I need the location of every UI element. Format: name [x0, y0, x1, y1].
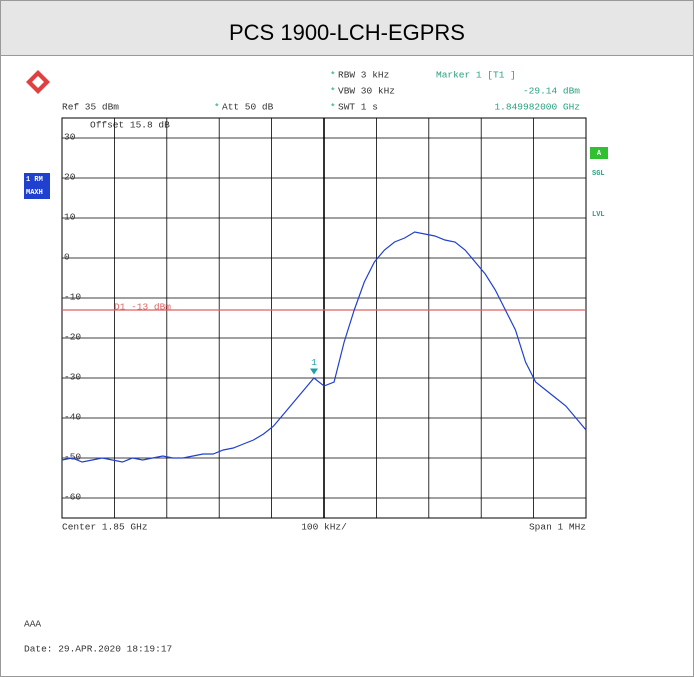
- y-tick-label: -10: [64, 292, 81, 303]
- marker-frequency: 1.849982000 GHz: [494, 102, 580, 113]
- trace-label: 1 RM: [26, 176, 43, 184]
- star: *: [330, 70, 336, 81]
- chart-title: PCS 1900-LCH-EGPRS: [229, 20, 465, 45]
- span-label: Span 1 MHz: [529, 522, 586, 533]
- trace-badge: [24, 173, 50, 199]
- sgl-label: SGL: [592, 170, 605, 178]
- marker-level: -29.14 dBm: [523, 86, 580, 97]
- vbw: VBW 30 kHz: [338, 86, 395, 97]
- y-tick-label: -60: [64, 492, 81, 503]
- swt: SWT 1 s: [338, 102, 378, 113]
- y-tick-label: -50: [64, 452, 81, 463]
- a-label: A: [597, 150, 602, 158]
- trace: [61, 231, 587, 463]
- y-tick-label: 10: [64, 212, 76, 223]
- y-tick-label: 30: [64, 132, 76, 143]
- y-tick-label: 0: [64, 252, 70, 263]
- offset: Offset 15.8 dB: [90, 120, 170, 131]
- display-line-label: D1 -13 dBm: [114, 302, 171, 313]
- division-label: 100 kHz/: [301, 522, 347, 533]
- marker-label: 1: [311, 357, 317, 368]
- trace-mode: MAXH: [26, 189, 43, 197]
- star: *: [330, 86, 336, 97]
- y-tick-label: -20: [64, 332, 81, 343]
- marker: [310, 368, 318, 375]
- lvl-label: LVL: [592, 211, 605, 219]
- ref-level: Ref 35 dBm: [62, 102, 119, 113]
- marker-title: Marker 1 [T1 ]: [436, 70, 516, 81]
- note: AAA: [24, 619, 41, 630]
- logo: [26, 70, 50, 94]
- date: Date: 29.APR.2020 18:19:17: [24, 644, 172, 655]
- y-tick-label: 20: [64, 172, 76, 183]
- a-badge: [590, 147, 608, 159]
- center-label: Center 1.85 GHz: [62, 522, 148, 533]
- star: *: [330, 102, 336, 113]
- star: *: [214, 102, 220, 113]
- y-tick-label: -40: [64, 412, 81, 423]
- y-tick-label: -30: [64, 372, 81, 383]
- rbw: RBW 3 kHz: [338, 70, 389, 81]
- title-bar: [0, 0, 694, 56]
- attenuation: Att 50 dB: [222, 102, 274, 113]
